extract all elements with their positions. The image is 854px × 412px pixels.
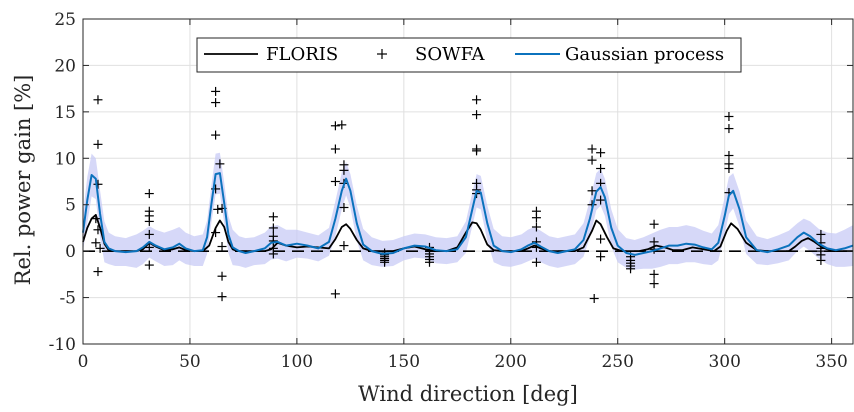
- sowfa-point: [93, 179, 103, 189]
- sowfa-point: [268, 212, 278, 222]
- legend-sowfa-swatch: [377, 49, 387, 59]
- sowfa-point: [724, 112, 734, 121]
- sowfa-point: [587, 155, 597, 165]
- sowfa-point: [339, 203, 349, 212]
- sowfa-point: [217, 271, 227, 281]
- sowfa-point: [337, 120, 347, 130]
- y-tick-label: 0: [65, 242, 76, 262]
- sowfa-point: [330, 177, 340, 186]
- sowfa-point: [472, 146, 482, 156]
- x-tick-label: 350: [815, 352, 847, 372]
- sowfa-point: [587, 144, 597, 154]
- sowfa-point: [339, 165, 349, 175]
- sowfa-point: [91, 214, 101, 224]
- legend-box: [196, 37, 742, 73]
- sowfa-point: [587, 186, 597, 196]
- sowfa-point: [330, 289, 340, 299]
- x-tick-label: 150: [388, 352, 420, 372]
- sowfa-point: [649, 269, 659, 279]
- sowfa-point: [95, 243, 105, 253]
- sowfa-point: [425, 257, 434, 267]
- sowfa-point: [93, 139, 103, 149]
- y-tick-label: -10: [49, 335, 76, 355]
- sowfa-point: [213, 204, 223, 214]
- sowfa-point: [380, 257, 390, 267]
- legend-sowfa-label: SOWFA: [415, 44, 486, 65]
- sowfa-point: [589, 294, 599, 303]
- sowfa-point: [211, 86, 221, 96]
- sowfa-point: [596, 164, 606, 173]
- y-tick-label: 25: [54, 10, 76, 30]
- y-tick-label: 10: [54, 149, 76, 169]
- sowfa-point: [215, 159, 225, 169]
- sowfa-point: [211, 130, 221, 140]
- sowfa-point: [472, 110, 482, 120]
- tick-labels: 0 50 100 150 200 250 300 350 -10 -5 0 5 10 15 20 25: [49, 10, 848, 372]
- sowfa-markers: [91, 86, 826, 303]
- legend-floris-label: FLORIS: [266, 44, 338, 65]
- sowfa-point: [339, 241, 349, 251]
- sowfa-point: [596, 234, 606, 244]
- sowfa-point: [724, 164, 734, 173]
- sowfa-point: [724, 124, 734, 134]
- sowfa-point: [531, 213, 541, 223]
- sowfa-point: [211, 228, 221, 238]
- sowfa-point: [144, 242, 154, 252]
- sowfa-point: [649, 219, 659, 229]
- sowfa-point: [330, 121, 340, 131]
- legend: FLORIS SOWFA Gaussian process: [196, 37, 742, 73]
- sowfa-point: [724, 151, 734, 160]
- sowfa-point: [472, 95, 482, 105]
- y-tick-label: 20: [54, 56, 76, 76]
- x-tick-label: 100: [281, 352, 313, 372]
- gp-line: [82, 172, 854, 256]
- sowfa-point: [816, 229, 826, 239]
- sowfa-point: [144, 260, 154, 270]
- x-tick-label: 0: [78, 352, 89, 372]
- y-tick-label: 15: [54, 103, 76, 123]
- sowfa-point: [596, 195, 606, 205]
- sowfa-point: [531, 222, 541, 232]
- sowfa-point: [816, 255, 826, 265]
- series-layer: [82, 86, 854, 303]
- sowfa-point: [649, 279, 659, 289]
- y-axis-title: Rel. power gain [%]: [11, 75, 35, 286]
- sowfa-point: [626, 264, 636, 274]
- sowfa-point: [93, 95, 103, 105]
- axes: [82, 18, 854, 345]
- legend-gp-label: Gaussian process: [565, 44, 724, 65]
- sowfa-point: [217, 242, 227, 251]
- sowfa-point: [268, 223, 278, 233]
- sowfa-point: [596, 252, 606, 262]
- sowfa-point: [596, 148, 606, 158]
- sowfa-point: [217, 292, 227, 302]
- sowfa-point: [144, 216, 154, 226]
- sowfa-point: [268, 249, 278, 259]
- x-axis-title: Wind direction [deg]: [358, 382, 578, 406]
- y-tick-label: -5: [59, 289, 76, 309]
- sowfa-point: [144, 229, 154, 239]
- x-tick-label: 300: [708, 352, 740, 372]
- y-tick-label: 5: [65, 196, 76, 216]
- sowfa-point: [93, 225, 103, 235]
- sowfa-point: [91, 238, 101, 248]
- sowfa-point: [93, 267, 103, 277]
- sowfa-point: [531, 257, 541, 267]
- x-tick-label: 50: [179, 352, 201, 372]
- plot-frame: [82, 18, 854, 345]
- sowfa-point: [144, 189, 154, 199]
- sowfa-point: [330, 144, 340, 154]
- x-tick-label: 250: [601, 352, 633, 372]
- sowfa-point: [211, 98, 221, 108]
- x-tick-label: 200: [495, 352, 527, 372]
